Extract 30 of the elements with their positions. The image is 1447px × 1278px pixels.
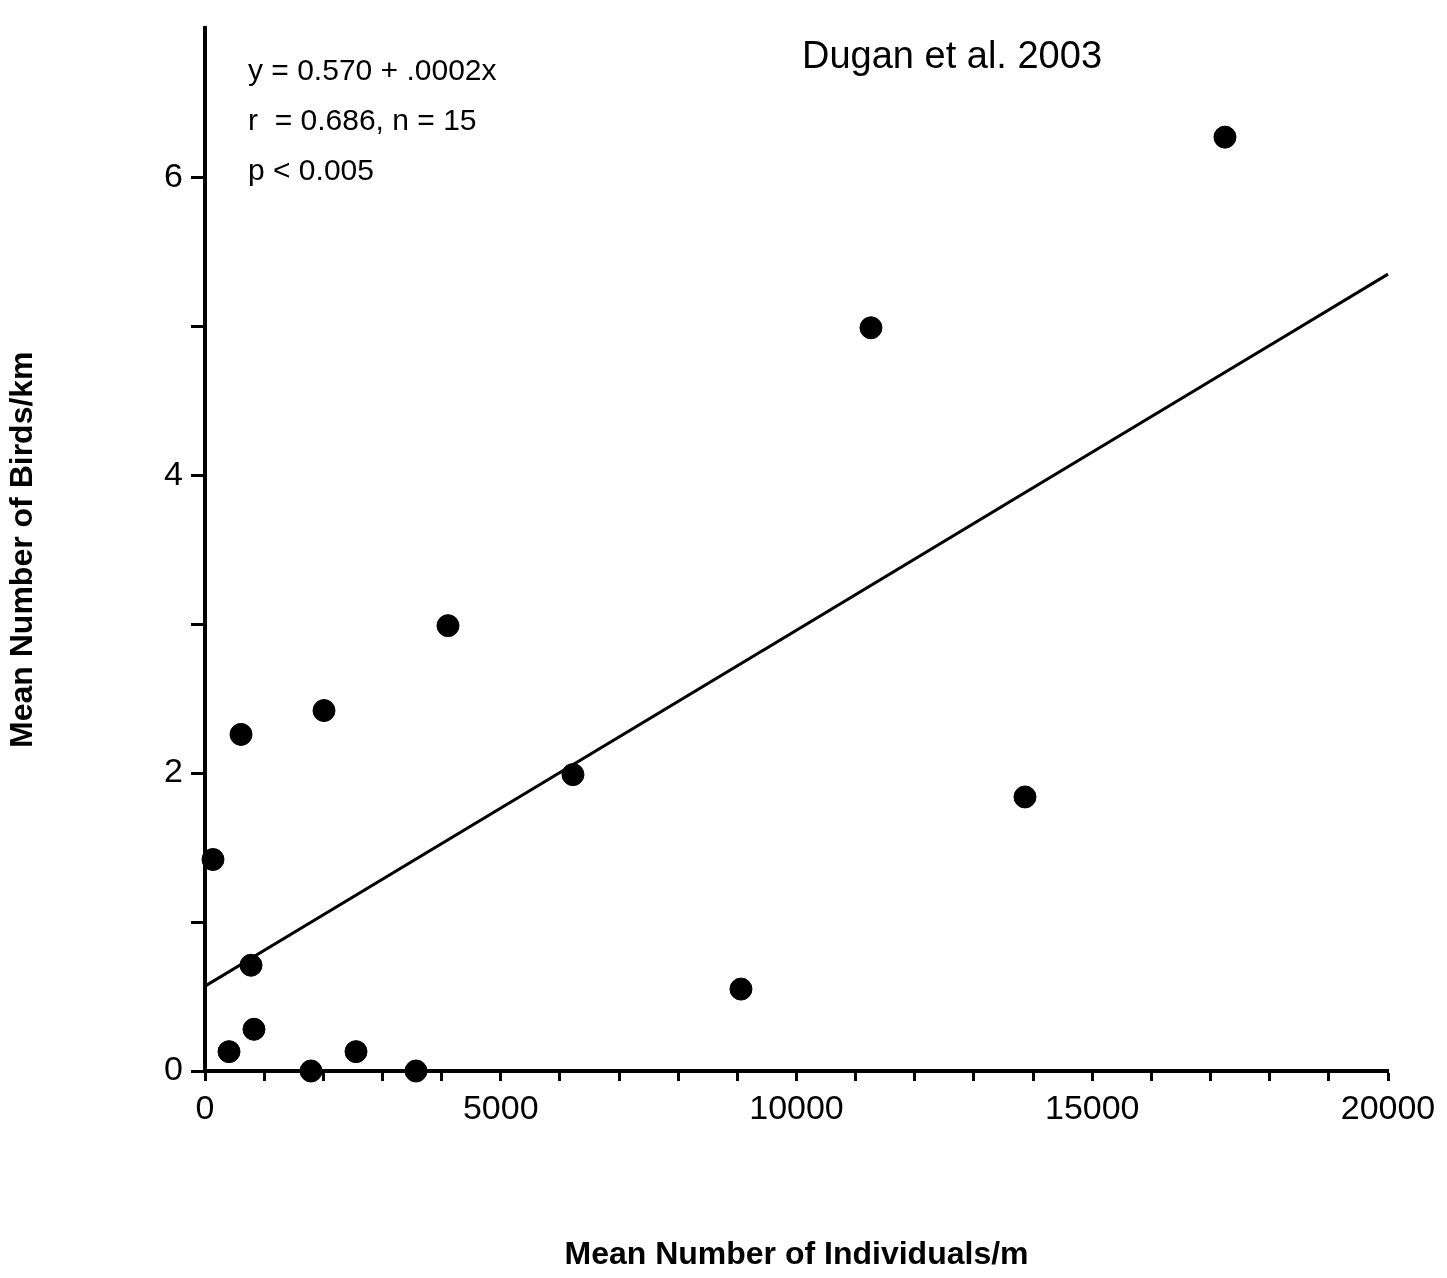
- point: [229, 722, 253, 746]
- point: [729, 977, 753, 1001]
- x-tick-label: 0: [195, 1087, 215, 1126]
- point: [239, 953, 263, 977]
- annotation: y = 0.570 + .0002x: [248, 53, 497, 87]
- annotation: Dugan et al. 2003: [801, 34, 1103, 77]
- point: [404, 1059, 428, 1083]
- point: [859, 316, 883, 340]
- point: [299, 1059, 323, 1083]
- point: [436, 614, 460, 638]
- y-axis-title: Mean Number of Birds/km: [3, 351, 40, 748]
- point: [242, 1017, 266, 1041]
- x-tick-label: 15000: [1044, 1087, 1140, 1126]
- point: [217, 1040, 241, 1064]
- point: [201, 848, 225, 871]
- point: [312, 699, 336, 723]
- point: [1013, 785, 1037, 809]
- x-tick-label: 5000: [462, 1087, 539, 1126]
- point: [1213, 125, 1237, 149]
- point: [561, 763, 585, 787]
- annotation: p < 0.005: [248, 153, 374, 187]
- y-tick-label: 4: [164, 453, 183, 492]
- y-tick-label: 0: [164, 1049, 183, 1088]
- x-tick-label: 20000: [1340, 1087, 1436, 1126]
- x-tick-label: 10000: [749, 1087, 844, 1126]
- point: [344, 1040, 368, 1064]
- x-axis-title: Mean Number of Individuals/m: [564, 1234, 1029, 1271]
- annotation: r = 0.686, n = 15: [248, 103, 477, 137]
- y-tick-label: 2: [164, 751, 183, 790]
- y-tick-label: 6: [164, 155, 183, 194]
